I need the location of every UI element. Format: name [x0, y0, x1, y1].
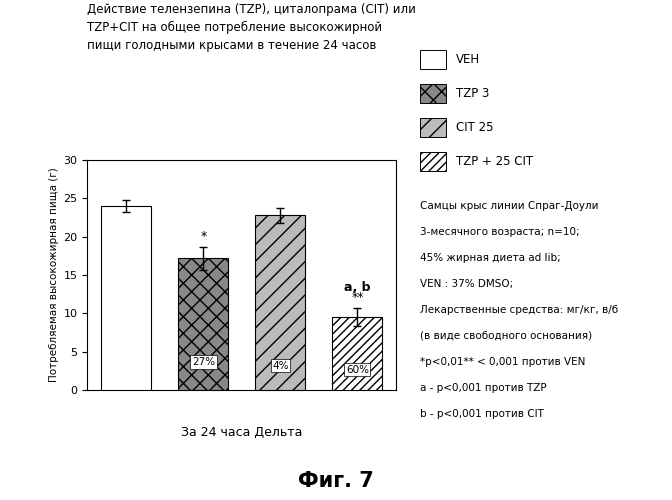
Text: VEN : 37% DMSO;: VEN : 37% DMSO; [420, 279, 513, 289]
Text: 3-месячного возраста; n=10;: 3-месячного возраста; n=10; [420, 227, 580, 237]
Text: *: * [200, 230, 206, 243]
Text: CIT 25: CIT 25 [456, 121, 493, 134]
Bar [255, 215, 306, 390]
Text: пищи голодными крысами в течение 24 часов: пищи голодными крысами в течение 24 часо… [87, 40, 377, 52]
Text: a - p<0,001 против TZP: a - p<0,001 против TZP [420, 383, 546, 393]
Text: Лекарственные средства: мг/кг, в/б: Лекарственные средства: мг/кг, в/б [420, 305, 618, 315]
Text: *p<0,01** < 0,001 против VEN: *p<0,01** < 0,001 против VEN [420, 357, 585, 367]
Text: 27%: 27% [192, 357, 215, 367]
Text: Самцы крыс линии Спраг-Доули: Самцы крыс линии Спраг-Доули [420, 201, 599, 211]
Y-axis label: Потребляемая высокожирная пища (г): Потребляемая высокожирная пища (г) [49, 168, 59, 382]
Text: Фиг. 7: Фиг. 7 [298, 471, 374, 491]
Text: b - p<0,001 против CIT: b - p<0,001 против CIT [420, 409, 544, 419]
Text: a, b: a, b [344, 281, 371, 294]
Text: TZP + 25 CIT: TZP + 25 CIT [456, 155, 533, 168]
Text: 60%: 60% [346, 364, 369, 374]
Text: TZP 3: TZP 3 [456, 87, 489, 100]
Text: 45% жирная диета ad lib;: 45% жирная диета ad lib; [420, 253, 560, 263]
Bar [333, 317, 382, 390]
Text: Действие телензепина (TZP), циталопрама (CIT) или: Действие телензепина (TZP), циталопрама … [87, 2, 416, 16]
Text: (в виде свободного основания): (в виде свободного основания) [420, 331, 592, 341]
Text: 4%: 4% [272, 361, 289, 371]
Text: **: ** [351, 291, 364, 304]
Bar [178, 258, 228, 390]
Text: За 24 часа Дельта: За 24 часа Дельта [181, 426, 302, 439]
Bar [101, 206, 151, 390]
Text: TZP+CIT на общее потребление высокожирной: TZP+CIT на общее потребление высокожирно… [87, 21, 382, 34]
Text: VEH: VEH [456, 53, 480, 66]
